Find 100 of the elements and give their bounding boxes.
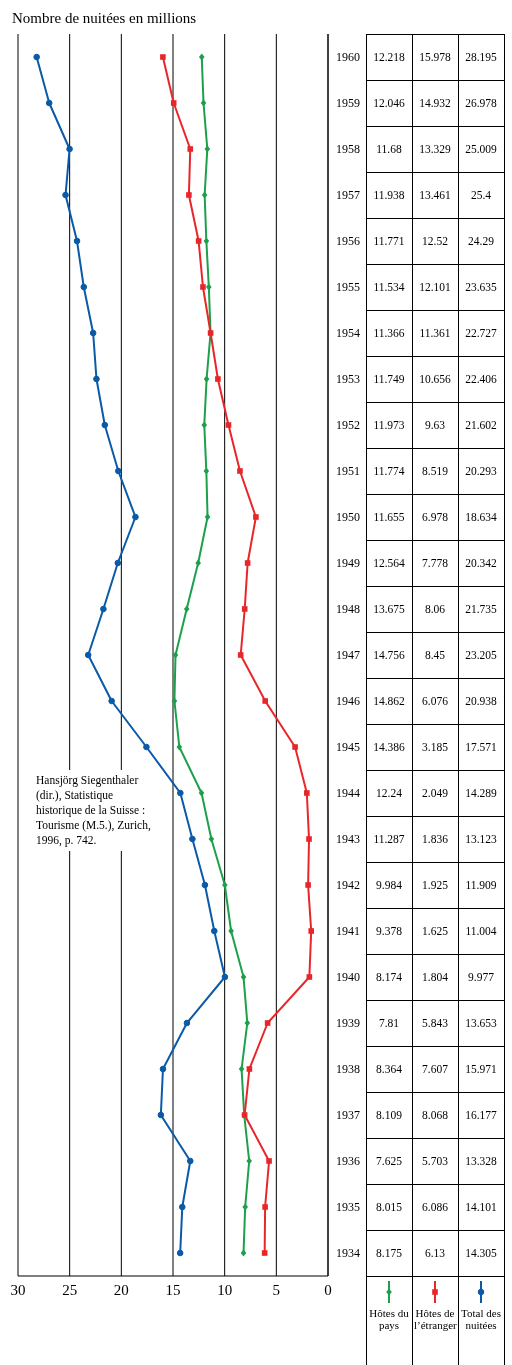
legend-label: Hôtes de l’étranger [414,1307,457,1331]
x-tick-label: 20 [113,1281,129,1298]
data-label: 11.771 [373,235,405,247]
y-tick-label: 1947 [336,648,360,663]
data-label: 13.123 [465,833,498,845]
y-tick-label: 1936 [336,1154,360,1169]
data-label: 9.977 [468,971,495,983]
x-tick-label: 25 [62,1281,78,1298]
data-label: 2.049 [422,787,449,799]
data-label: 3.185 [422,741,449,753]
data-label: 15.978 [419,51,452,63]
data-label: 1.925 [422,879,449,891]
data-label: 17.571 [465,741,498,753]
data-label: 8.109 [376,1109,403,1121]
y-tick-label: 1957 [336,188,360,203]
data-label: 9.378 [376,925,403,937]
data-label: 9.63 [424,419,446,431]
x-axis-title: Nombre de nuitées en millions [12,10,197,27]
data-label: 8.174 [376,971,403,983]
y-tick-label: 1939 [336,1016,360,1031]
y-tick-label: 1951 [336,464,360,479]
y-tick-label: 1942 [336,878,360,893]
x-tick-label: 5 [272,1281,281,1298]
data-label: 14.305 [465,1247,498,1259]
data-label: 13.461 [419,189,452,201]
data-label: 5.703 [422,1155,449,1167]
data-label: 16.177 [465,1109,498,1121]
data-label: 7.607 [422,1063,449,1075]
data-label: 11.938 [373,189,405,201]
data-label: 12.101 [419,281,452,293]
data-label: 21.602 [465,419,498,431]
data-label: 11.973 [373,419,405,431]
data-label: 12.046 [373,97,406,109]
y-tick-label: 1943 [336,832,360,847]
x-tick-label: 10 [217,1281,233,1298]
data-label: 11.361 [419,327,451,339]
data-label: 21.735 [465,603,498,615]
data-label: 11.534 [373,281,405,293]
data-label: 8.068 [422,1109,449,1121]
data-label: 9.984 [376,879,403,891]
data-label: 11.655 [373,511,405,523]
data-label: 20.293 [465,465,498,477]
data-label: 23.635 [465,281,498,293]
data-label: 6.978 [422,511,449,523]
y-tick-label: 1948 [336,602,360,617]
y-tick-label: 1950 [336,510,360,525]
data-label: 11.909 [465,879,497,891]
data-label: 14.932 [419,97,452,109]
y-tick-label: 1945 [336,740,360,755]
data-label: 11.366 [373,327,405,339]
data-label: 8.06 [424,603,446,615]
data-label: 8.45 [424,649,446,661]
data-label: 14.386 [373,741,406,753]
y-tick-label: 1946 [336,694,360,709]
y-tick-label: 1958 [336,142,360,157]
data-label: 12.564 [373,557,406,569]
data-label: 20.938 [465,695,498,707]
data-label: 1.625 [422,925,449,937]
data-label: 8.364 [376,1063,403,1075]
data-label: 25.4 [470,189,492,201]
y-tick-label: 1934 [336,1246,360,1261]
data-label: 11.004 [465,925,497,937]
y-tick-label: 1959 [336,96,360,111]
data-label: 8.175 [376,1247,403,1259]
data-label: 12.52 [422,235,449,247]
data-label: 14.862 [373,695,406,707]
y-tick-label: 1953 [336,372,360,387]
data-label: 24.29 [468,235,495,247]
y-tick-label: 1954 [336,326,360,341]
y-tick-label: 1938 [336,1062,360,1077]
data-label: 13.675 [373,603,406,615]
y-tick-label: 1956 [336,234,360,249]
legend-label: Hôtes du pays [369,1307,409,1331]
data-label: 7.81 [378,1017,400,1029]
data-label: 23.205 [465,649,498,661]
y-tick-label: 1935 [336,1200,360,1215]
data-label: 5.843 [422,1017,449,1029]
y-tick-label: 1952 [336,418,360,433]
data-label: 20.342 [465,557,498,569]
data-label: 6.086 [422,1201,449,1213]
data-label: 12.24 [376,787,403,799]
y-tick-label: 1940 [336,970,360,985]
data-label: 15.971 [465,1063,498,1075]
data-label: 14.289 [465,787,498,799]
data-label: 26.978 [465,97,498,109]
x-tick-label: 30 [10,1281,26,1298]
x-tick-label: 15 [165,1281,181,1298]
data-label: 8.015 [376,1201,403,1213]
data-label: 1.836 [422,833,449,845]
data-label: 6.076 [422,695,449,707]
data-label: 28.195 [465,51,498,63]
data-label: 12.218 [373,51,406,63]
legend-label: Total des nuitées [461,1307,501,1331]
annotation: Hansjörg Siegenthaler (dir.), Statistique historique de la Suisse : Tourisme (M.5.), Zurich, 1996, p. 742. [32,770,158,851]
data-label: 14.101 [465,1201,498,1213]
data-label: 1.804 [422,971,449,983]
data-label: 7.778 [422,557,449,569]
data-label: 13.653 [465,1017,498,1029]
data-label: 22.727 [465,327,498,339]
y-tick-label: 1944 [336,786,360,801]
